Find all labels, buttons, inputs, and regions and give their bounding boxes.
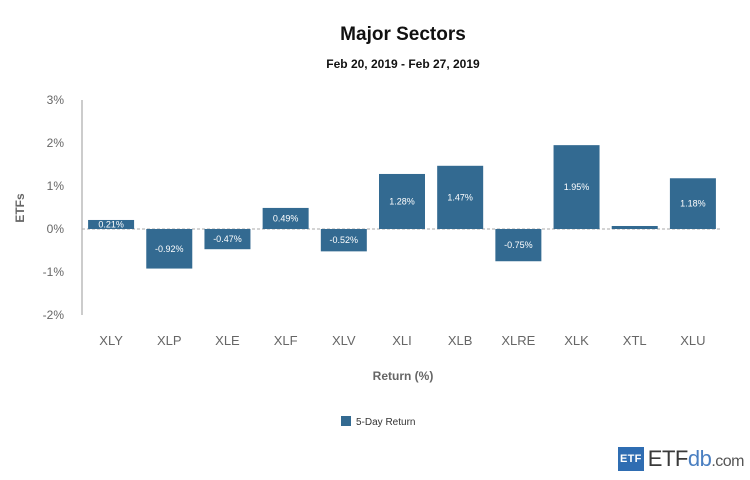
bar-xlp[interactable]: [146, 229, 193, 269]
logo-brand: ETF: [647, 446, 689, 471]
bar-xli[interactable]: [379, 173, 425, 229]
bar-xlv[interactable]: [320, 229, 367, 252]
x-axis-title: Return (%): [373, 369, 434, 383]
x-tick-label: XLY: [99, 333, 123, 348]
x-tick-label: XLRE: [501, 333, 535, 348]
y-tick-label: 3%: [47, 93, 65, 107]
y-tick-label: 1%: [47, 179, 65, 193]
y-tick-label: 2%: [47, 136, 65, 150]
logo-box: ETF: [617, 447, 644, 471]
bar-data-label: 0.49%: [273, 213, 299, 223]
bar-data-label: -0.47%: [213, 234, 242, 244]
bar-data-label: 1.47%: [447, 192, 473, 202]
bar-xlu[interactable]: [669, 178, 716, 229]
y-axis-title: ETFs: [13, 193, 27, 223]
y-tick-label: 0%: [47, 222, 65, 236]
bar-xtl[interactable]: [611, 225, 658, 229]
x-tick-label: XLU: [680, 333, 705, 348]
etfdb-logo[interactable]: ETF ETFdb.com: [617, 446, 745, 472]
x-tick-label: XLK: [564, 333, 589, 348]
x-tick-label: XLE: [215, 333, 240, 348]
y-tick-label: -2%: [43, 308, 65, 322]
bar-xle[interactable]: [204, 229, 251, 250]
legend-label[interactable]: 5-Day Return: [356, 417, 415, 428]
bar-data-label: 1.95%: [564, 182, 590, 192]
logo-wordmark: ETFdb.com: [647, 446, 745, 472]
bar-xlre[interactable]: [495, 229, 542, 262]
chart-title: Major Sectors: [340, 24, 466, 45]
bar-data-label: 0.21%: [98, 219, 124, 229]
bar-xlb[interactable]: [437, 165, 484, 229]
x-tick-label: XLV: [332, 333, 356, 348]
legend-swatch[interactable]: [341, 416, 351, 426]
x-tick-label: XLF: [274, 333, 298, 348]
bar-xlk[interactable]: [553, 145, 600, 229]
bar-data-label: -0.52%: [330, 235, 359, 245]
bar-data-label: -0.92%: [155, 244, 184, 254]
bar-data-label: 1.28%: [389, 196, 415, 206]
bar-data-label: -0.75%: [504, 240, 533, 250]
logo-brand-thin: db: [687, 446, 712, 471]
x-tick-label: XLP: [157, 333, 182, 348]
x-tick-label: XLI: [392, 333, 412, 348]
y-tick-label: -1%: [43, 265, 65, 279]
bar-xlf[interactable]: [262, 207, 309, 229]
x-tick-label: XLB: [448, 333, 473, 348]
chart-subtitle: Feb 20, 2019 - Feb 27, 2019: [326, 57, 480, 71]
logo-domain: .com: [711, 453, 744, 470]
x-tick-label: XTL: [623, 333, 647, 348]
bar-xly[interactable]: [88, 219, 135, 229]
bar-data-label: 1.18%: [680, 199, 706, 209]
